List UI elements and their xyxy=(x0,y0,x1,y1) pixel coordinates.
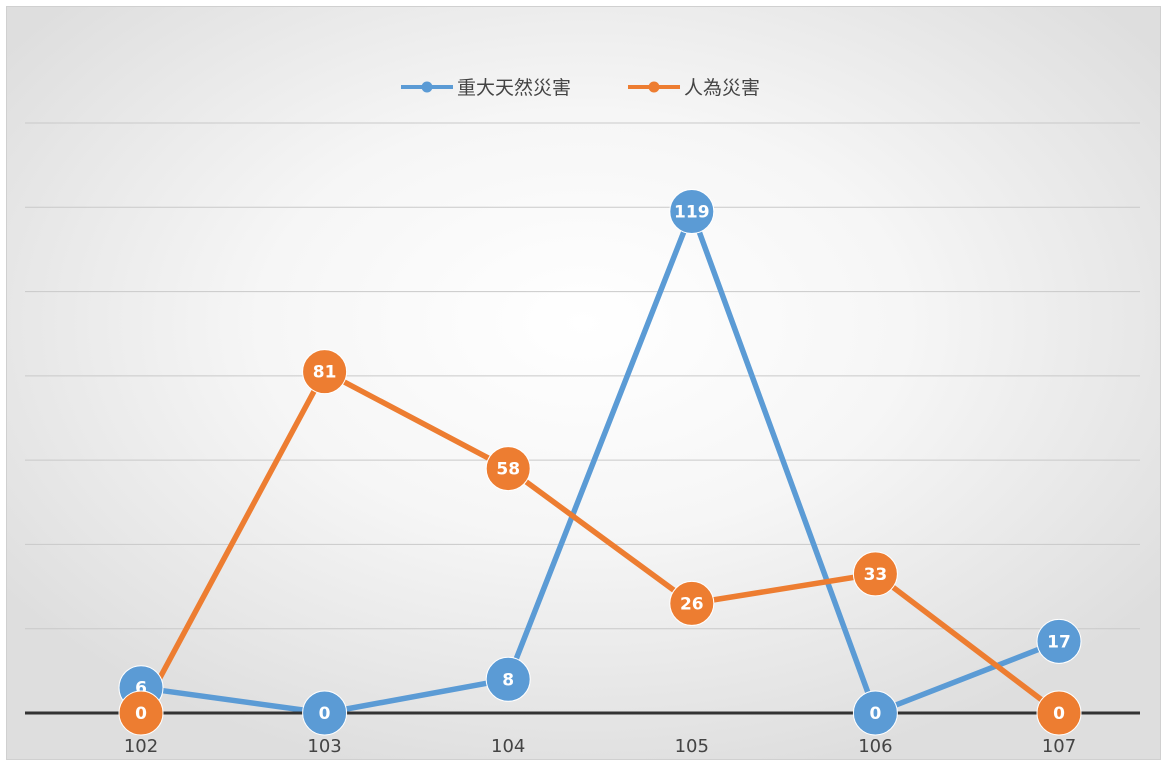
data-label: 119 xyxy=(674,203,710,223)
data-label: 8 xyxy=(502,670,514,690)
data-point: 0 xyxy=(1036,690,1082,736)
data-point: 0 xyxy=(118,690,164,736)
x-tick-label: 107 xyxy=(1042,736,1076,757)
data-label: 17 xyxy=(1047,632,1071,652)
data-label: 81 xyxy=(313,363,337,383)
point-marker xyxy=(485,446,531,492)
data-point: 0 xyxy=(852,690,898,736)
x-tick-label: 102 xyxy=(124,736,158,757)
series-lines xyxy=(138,208,1062,716)
data-point: 26 xyxy=(669,580,715,626)
data-point: 58 xyxy=(485,446,531,492)
gridlines xyxy=(25,122,1140,630)
point-marker xyxy=(485,656,531,702)
data-point: 119 xyxy=(669,189,715,234)
data-point: 33 xyxy=(852,551,898,597)
point-marker xyxy=(669,580,715,626)
point-marker xyxy=(302,349,348,395)
data-label: 58 xyxy=(496,460,520,480)
legend-entry: 人為災害 xyxy=(628,77,760,99)
data-label: 0 xyxy=(135,704,147,724)
legend-marker-swatch xyxy=(421,81,433,93)
data-label: 0 xyxy=(1053,704,1065,724)
series-line xyxy=(138,208,1062,716)
legend-label: 人為災害 xyxy=(684,77,760,99)
chart-frame: 重大天然災害 人為災害 102 103 104 105 106 107 6 0 8 119 0 17 0… xyxy=(6,6,1161,760)
data-label: 6 xyxy=(135,679,147,699)
x-tick-label: 104 xyxy=(491,736,525,757)
point-marker xyxy=(1036,618,1082,664)
data-label: 26 xyxy=(680,594,704,614)
legend-label: 重大天然災害 xyxy=(457,77,571,99)
data-point: 8 xyxy=(485,656,531,702)
data-label: 0 xyxy=(319,704,331,724)
point-marker xyxy=(1036,690,1082,736)
point-marker xyxy=(852,690,898,736)
data-markers: 6 0 8 119 0 17 0 81 58 26 33 0 xyxy=(118,189,1082,736)
data-point: 17 xyxy=(1036,618,1082,664)
point-marker xyxy=(669,189,715,234)
legend: 重大天然災害 人為災害 xyxy=(401,77,760,99)
x-tick-label: 103 xyxy=(307,736,341,757)
x-tick-label: 106 xyxy=(858,736,892,757)
data-point: 81 xyxy=(302,349,348,395)
legend-entry: 重大天然災害 xyxy=(401,77,571,99)
x-axis: 102 103 104 105 106 107 xyxy=(25,711,1140,757)
data-point: 0 xyxy=(302,690,348,736)
data-label: 33 xyxy=(864,565,888,585)
data-label: 0 xyxy=(869,704,881,724)
line-chart: 重大天然災害 人為災害 102 103 104 105 106 107 6 0 8 119 0 17 0… xyxy=(25,77,1140,757)
point-marker xyxy=(118,690,164,736)
legend-marker-swatch xyxy=(648,81,660,93)
point-marker xyxy=(302,690,348,736)
series-line xyxy=(138,368,1062,716)
point-marker xyxy=(852,551,898,597)
x-tick-label: 105 xyxy=(675,736,709,757)
